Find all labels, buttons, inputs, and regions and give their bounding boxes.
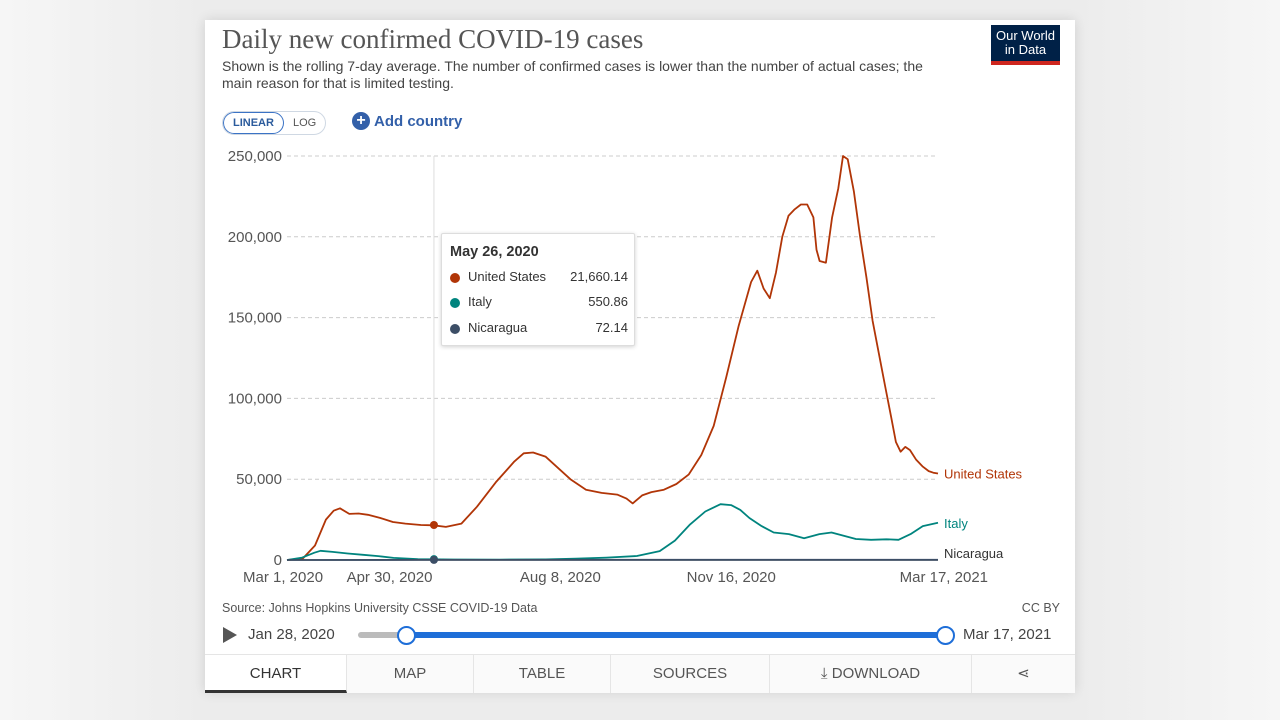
timeline-start-label: Jan 28, 2020 [248, 626, 335, 643]
tooltip-row-united-states: United States 21,660.14 [450, 268, 628, 288]
tooltip-value: 550.86 [588, 294, 628, 309]
timeline-selected-range [405, 632, 948, 638]
x-tick-label: Nov 16, 2020 [687, 569, 776, 586]
series-end-label: Nicaragua [944, 546, 1004, 561]
united-states-dot-icon [450, 273, 460, 283]
timeline-start-handle[interactable] [397, 626, 417, 645]
tooltip-name: United States [468, 269, 547, 284]
linear-scale-button[interactable]: LINEAR [223, 112, 284, 134]
tab-share[interactable]: ⋖ [972, 655, 1075, 693]
logo-line-2: in Data [1004, 42, 1047, 57]
tooltip-row-nicaragua: Nicaragua 72.14 [450, 319, 628, 339]
tab-sources[interactable]: SOURCES [611, 655, 770, 693]
tooltip-value: 72.14 [595, 320, 628, 335]
source-note: Source: Johns Hopkins University CSSE CO… [222, 601, 538, 615]
x-tick-label: Apr 30, 2020 [347, 569, 433, 586]
tooltip-name: Nicaragua [468, 320, 528, 335]
tab-download[interactable]: ⤓ DOWNLOAD [770, 655, 972, 693]
timeline-end-handle[interactable] [936, 626, 955, 645]
y-tick-label: 250,000 [228, 148, 282, 165]
download-label: DOWNLOAD [831, 665, 921, 682]
tooltip-date: May 26, 2020 [450, 244, 539, 260]
hover-tooltip: May 26, 2020 United States 21,660.14 Ita… [441, 233, 635, 346]
chart-card: Daily new confirmed COVID-19 cases Shown… [205, 20, 1075, 693]
y-tick-label: 150,000 [228, 310, 282, 327]
line-chart[interactable]: 0 50,000 100,000 150,000 200,000 250,000 Mar 1… [205, 20, 1075, 595]
tab-map[interactable]: MAP [347, 655, 474, 693]
series-end-label: Italy [944, 516, 968, 531]
add-country-label: Add country [374, 112, 463, 130]
play-icon[interactable] [223, 627, 237, 643]
series-line-united-states [286, 155, 939, 561]
hover-point-marker [429, 520, 438, 529]
logo-line-1: Our World [996, 28, 1055, 43]
nicaragua-dot-icon [450, 324, 460, 334]
y-tick-label: 100,000 [228, 390, 282, 407]
chart-subtitle: Shown is the rolling 7-day average. The … [222, 58, 923, 91]
scale-toggle: LINEAR LOG [222, 111, 327, 135]
series-end-label: United States [944, 467, 1023, 482]
x-tick-label: Aug 8, 2020 [520, 569, 601, 586]
hover-point-marker [429, 555, 438, 564]
x-tick-label: Mar 17, 2021 [900, 569, 988, 586]
plus-circle-icon: + [352, 112, 370, 130]
tooltip-row-italy: Italy 550.86 [450, 293, 628, 313]
download-icon: ⤓ [820, 665, 832, 682]
tab-bar: CHART MAP TABLE SOURCES ⤓ DOWNLOAD ⋖ [205, 654, 1075, 693]
license-link[interactable]: CC BY [1021, 601, 1060, 615]
timeline-end-label: Mar 17, 2021 [963, 626, 1052, 643]
add-country-button[interactable]: + Add country [352, 112, 462, 130]
chart-title: Daily new confirmed COVID-19 cases [222, 24, 644, 54]
tooltip-name: Italy [468, 294, 492, 309]
y-tick-label: 50,000 [236, 471, 282, 488]
series-line-italy [286, 503, 939, 561]
log-scale-button[interactable]: LOG [292, 117, 317, 129]
tab-chart[interactable]: CHART [205, 655, 347, 693]
tab-table[interactable]: TABLE [474, 655, 611, 693]
share-icon: ⋖ [1017, 665, 1030, 682]
y-tick-label: 0 [274, 552, 282, 569]
x-tick-label: Mar 1, 2020 [243, 569, 323, 586]
tooltip-value: 21,660.14 [570, 269, 628, 284]
italy-dot-icon [450, 298, 460, 308]
y-tick-label: 200,000 [228, 229, 282, 246]
owid-logo[interactable]: Our World in Data [991, 25, 1060, 65]
